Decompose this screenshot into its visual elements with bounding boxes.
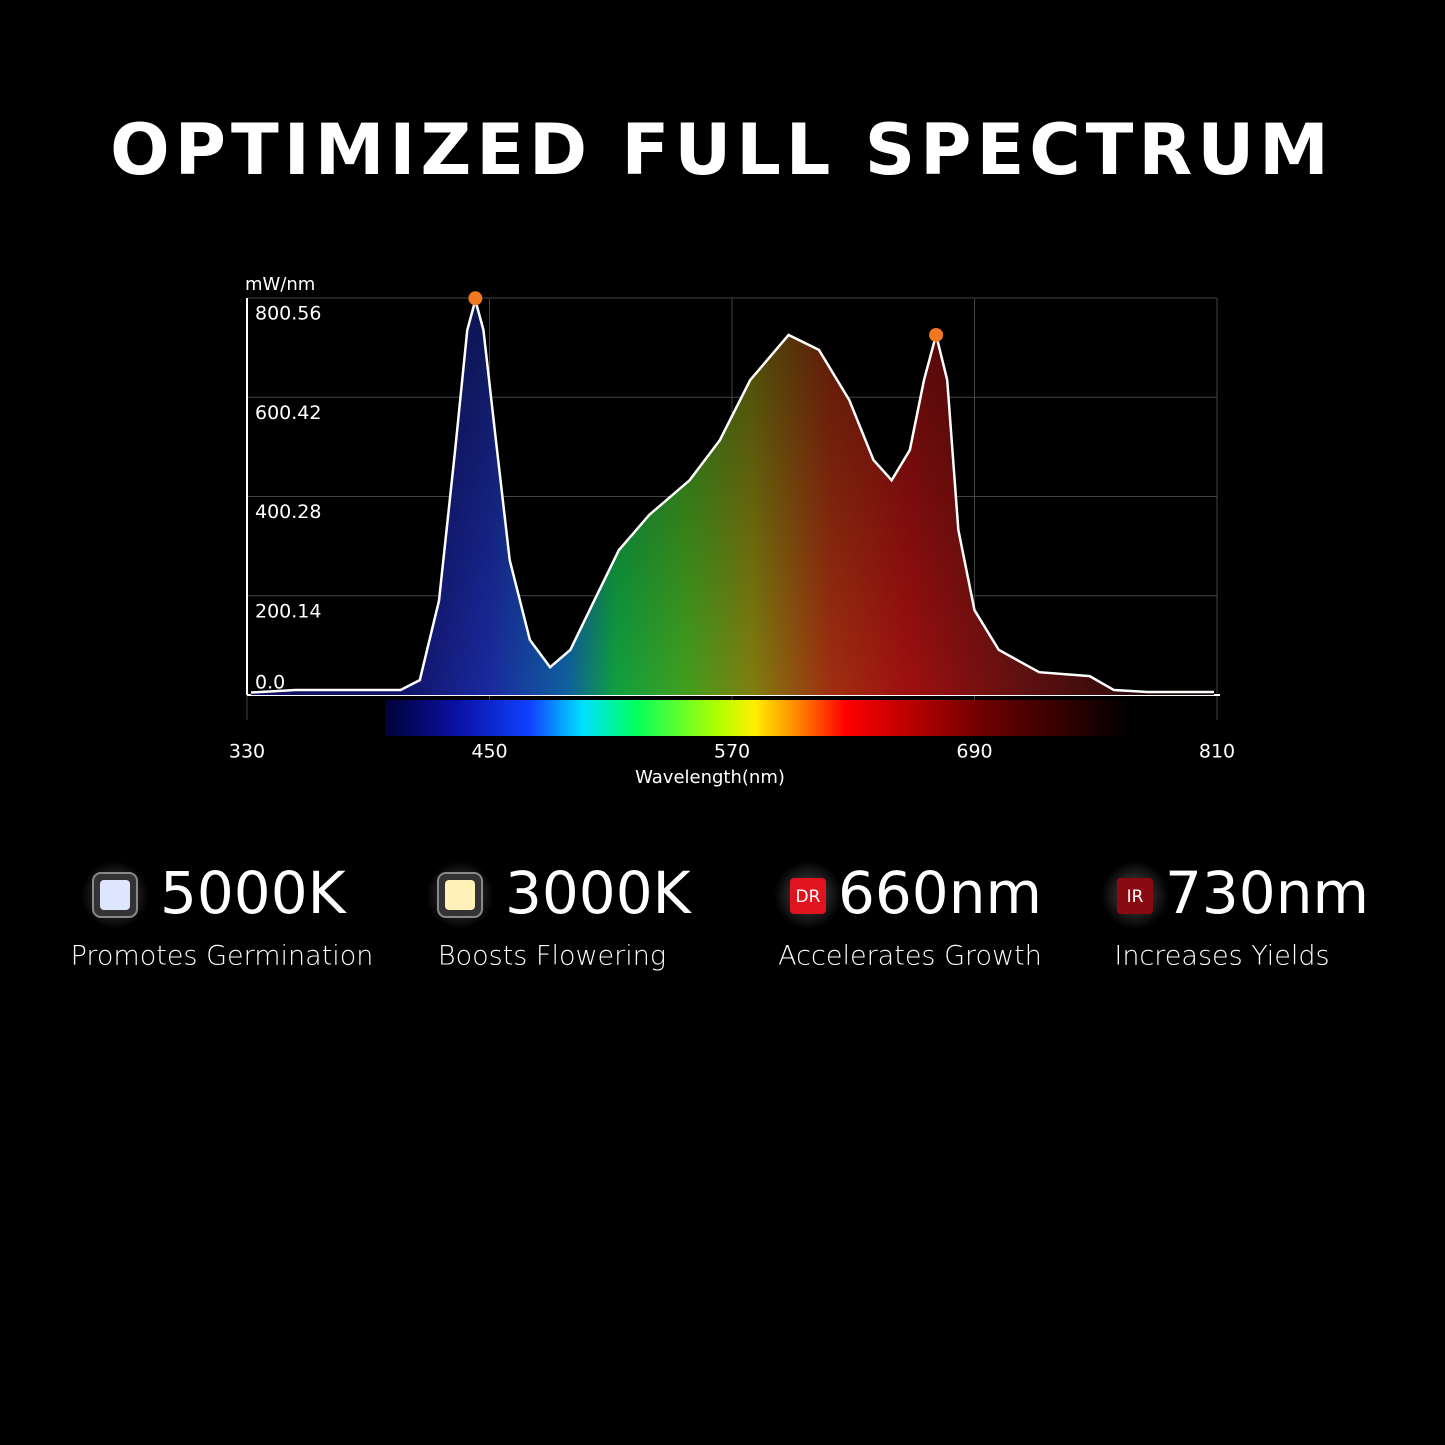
area-shade [251, 300, 1214, 695]
feature-label: 660nm [838, 859, 1042, 927]
y-tick-label: 800.56 [255, 303, 321, 325]
spectrum-line [250, 295, 1214, 694]
x-axis-label: Wavelength(nm) [635, 767, 785, 788]
icon [1117, 878, 1153, 914]
feature-label: 730nm [1165, 859, 1369, 927]
peak-marker [468, 291, 483, 306]
feature-description: Accelerates Growth [778, 941, 1042, 972]
feature-description: Promotes Germination [71, 941, 374, 972]
icon-badge: DR [796, 887, 821, 907]
x-tick-label: 570 [714, 741, 750, 763]
x-tick-label: 690 [956, 741, 992, 763]
x-tick-label: 450 [471, 741, 507, 763]
y-tick-label: 400.28 [255, 501, 321, 523]
x-tick-label: 810 [1199, 741, 1235, 763]
spectrum-bar [385, 700, 1130, 736]
icon-badge: IR [1127, 887, 1144, 907]
icon-chip [445, 880, 475, 910]
features: 5000K Promotes Germination 3000K Boosts Flo… [71, 859, 1369, 971]
y-tick-label: 600.42 [255, 402, 321, 424]
feature-description: Increases Yields [1114, 941, 1329, 972]
feature-label: 3000K [505, 859, 693, 927]
icon-chip [100, 880, 130, 910]
icon [790, 878, 826, 914]
x-tick-label: 330 [229, 741, 265, 763]
peak-marker [929, 327, 944, 342]
y-tick-label: 200.14 [255, 600, 321, 622]
chart: mW/nm Wavelength(nm) 0.0 200.14 400.28 600.… [229, 274, 1235, 788]
feature-label: 5000K [160, 859, 348, 927]
y-tick-label: 0.0 [255, 672, 285, 694]
feature-description: Boosts Flowering [438, 941, 666, 972]
page-title: OPTIMIZED FULL SPECTRUM [110, 109, 1334, 191]
y-axis-label: mW/nm [245, 274, 315, 295]
